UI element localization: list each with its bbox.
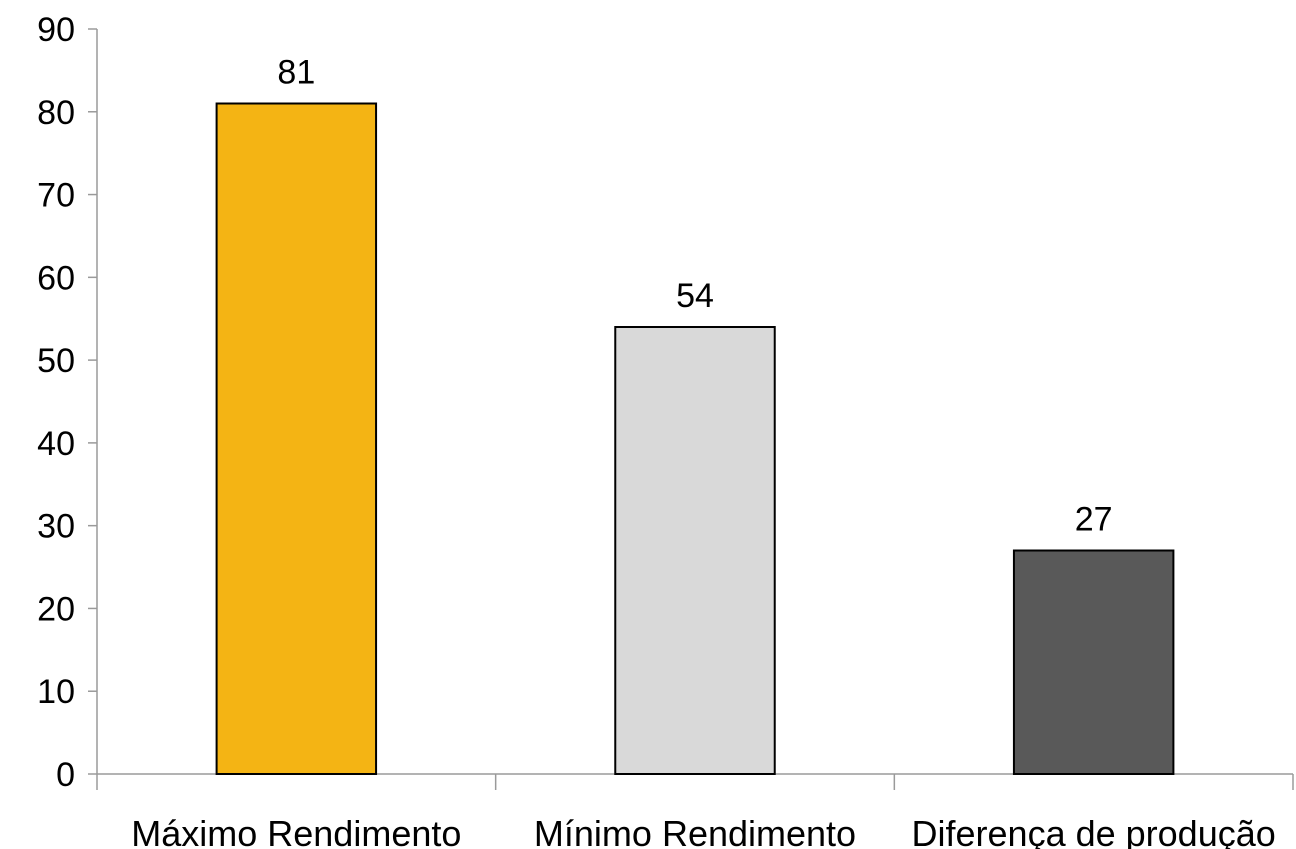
x-tick-label: Diferença de produção (912, 813, 1276, 849)
x-tick-label: Máximo Rendimento (131, 813, 461, 849)
x-axis: Máximo Rendimento Mínimo Rendimento Difere… (96, 773, 1294, 849)
bar (1012, 549, 1175, 775)
y-tick-label: 60 (37, 259, 75, 297)
y-tick-label: 40 (37, 425, 75, 463)
bars (215, 102, 1175, 775)
y-tick-label: 0 (56, 756, 75, 794)
y-tick-label: 50 (37, 342, 75, 380)
data-label: 27 (1075, 501, 1113, 539)
y-tick-label: 90 (37, 11, 75, 49)
y-tick-label: 30 (37, 508, 75, 546)
data-labels: 81 54 27 (277, 54, 1112, 539)
x-tick-label: Mínimo Rendimento (534, 813, 856, 849)
y-tick-label: 20 (37, 590, 75, 628)
y-tick-label: 10 (37, 673, 75, 711)
data-label: 54 (676, 277, 714, 315)
y-axis: 0 10 20 30 40 50 60 70 80 90 (37, 11, 98, 794)
y-tick-label: 80 (37, 94, 75, 132)
bar (614, 326, 776, 775)
data-label: 81 (277, 54, 315, 92)
y-tick-label: 70 (37, 177, 75, 215)
bar (215, 102, 378, 775)
